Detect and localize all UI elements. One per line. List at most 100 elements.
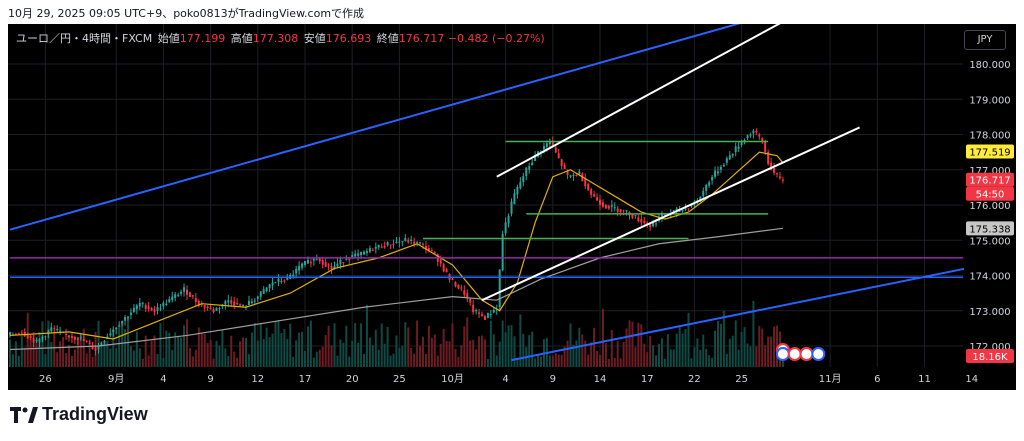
- volume-bar: [658, 343, 660, 367]
- volume-bar: [35, 336, 38, 367]
- candle-body: [634, 215, 637, 217]
- candle-body: [660, 213, 663, 219]
- volume-bar: [660, 338, 663, 367]
- x-tick-label: 22: [688, 374, 701, 385]
- volume-bar: [740, 332, 743, 367]
- volume-bar: [138, 348, 141, 367]
- volume-bar: [274, 321, 277, 367]
- volume-bar: [218, 345, 221, 367]
- x-tick-label: 9月: [108, 373, 124, 385]
- candle-body: [306, 259, 309, 264]
- volume-bar: [719, 323, 722, 367]
- volume-bar: [115, 348, 118, 367]
- volume-bar: [581, 334, 584, 367]
- x-tick-label: 11月: [819, 373, 842, 385]
- volume-bar: [177, 335, 180, 367]
- time-axis: [8, 367, 1016, 390]
- candle-body: [637, 217, 640, 221]
- volume-bar: [722, 310, 725, 367]
- volume-bar: [292, 356, 295, 367]
- change-value: −0.482 (−0.27%): [447, 32, 545, 45]
- candle-body: [38, 338, 41, 343]
- volume-bar: [56, 352, 59, 367]
- volume-bar: [439, 343, 442, 367]
- volume-bar: [135, 331, 138, 367]
- candle-body: [262, 289, 265, 294]
- volume-bar: [186, 319, 188, 367]
- volume-bar: [206, 342, 209, 367]
- candle-body: [398, 241, 401, 243]
- volume-bar: [265, 327, 268, 367]
- candle-body: [481, 314, 483, 317]
- volume-bar: [622, 341, 625, 367]
- volume-bar: [752, 301, 755, 367]
- candle-body: [725, 158, 728, 163]
- candle-body: [209, 307, 212, 309]
- candle-body: [186, 289, 188, 295]
- volume-bar: [675, 333, 678, 367]
- volume-bar: [20, 335, 23, 367]
- candle-body: [165, 303, 168, 305]
- volume-bar: [277, 320, 280, 367]
- candle-body: [271, 282, 274, 286]
- candle-body: [280, 281, 283, 283]
- volume-bar: [407, 327, 410, 367]
- candle-body: [649, 224, 652, 228]
- volume-bar: [315, 351, 318, 367]
- volume-bar: [416, 320, 419, 367]
- volume-bar: [755, 346, 758, 367]
- volume-bar: [666, 334, 669, 367]
- x-tick-label: 25: [393, 374, 406, 385]
- candle-body: [427, 248, 430, 251]
- volume-bar: [652, 345, 655, 367]
- candle-body: [702, 190, 705, 197]
- candle-body: [363, 251, 365, 255]
- volume-bar: [566, 340, 569, 367]
- volume-bar: [26, 312, 29, 367]
- chart-area[interactable]: ユーロ／円・4時間・FXCM 始値177.199 高値177.308 安値176…: [8, 24, 1016, 390]
- volume-bar: [593, 327, 596, 367]
- candle-body: [26, 334, 29, 339]
- candle-body: [593, 194, 596, 197]
- volume-bar: [221, 330, 224, 367]
- volume-bar: [483, 339, 486, 367]
- volume-bar: [336, 355, 339, 367]
- volume-bar: [427, 325, 430, 367]
- candle-body: [194, 298, 197, 302]
- price-axis: [964, 24, 1016, 390]
- candle-body: [91, 345, 94, 349]
- candle-body: [233, 301, 236, 306]
- volume-bar: [360, 323, 363, 367]
- volume-bar: [124, 329, 127, 367]
- volume-bar: [781, 357, 784, 367]
- volume-bar: [268, 337, 271, 367]
- volume-bar: [504, 332, 507, 367]
- candle-body: [56, 329, 59, 331]
- volume-bar: [159, 323, 162, 367]
- volume-bar: [368, 337, 371, 367]
- candle-body: [708, 182, 711, 186]
- candle-body: [413, 241, 416, 244]
- candle-body: [253, 300, 256, 302]
- candle-body: [295, 268, 298, 274]
- candle-body: [489, 314, 492, 316]
- candle-body: [265, 287, 268, 292]
- volume-bar: [309, 320, 312, 367]
- candle-body: [773, 167, 776, 173]
- volume-bar: [380, 323, 383, 367]
- y-tick-label: 176.000: [969, 201, 1010, 212]
- candle-body: [35, 340, 38, 342]
- candle-body: [156, 307, 159, 311]
- candle-body: [168, 299, 171, 303]
- volume-bar: [519, 314, 522, 367]
- candle-body: [115, 327, 118, 330]
- volume-bar: [770, 336, 773, 367]
- volume-bar: [728, 338, 731, 367]
- candle-body: [460, 287, 463, 289]
- currency-button[interactable]: JPY: [964, 30, 1006, 50]
- volume-bar: [749, 346, 752, 367]
- price-chart[interactable]: 180.000 179.000 178.000 177.000 176.000 175.0…: [8, 24, 1016, 390]
- candle-body: [383, 245, 386, 248]
- volume-bar: [301, 331, 304, 367]
- volume-bar: [475, 349, 478, 367]
